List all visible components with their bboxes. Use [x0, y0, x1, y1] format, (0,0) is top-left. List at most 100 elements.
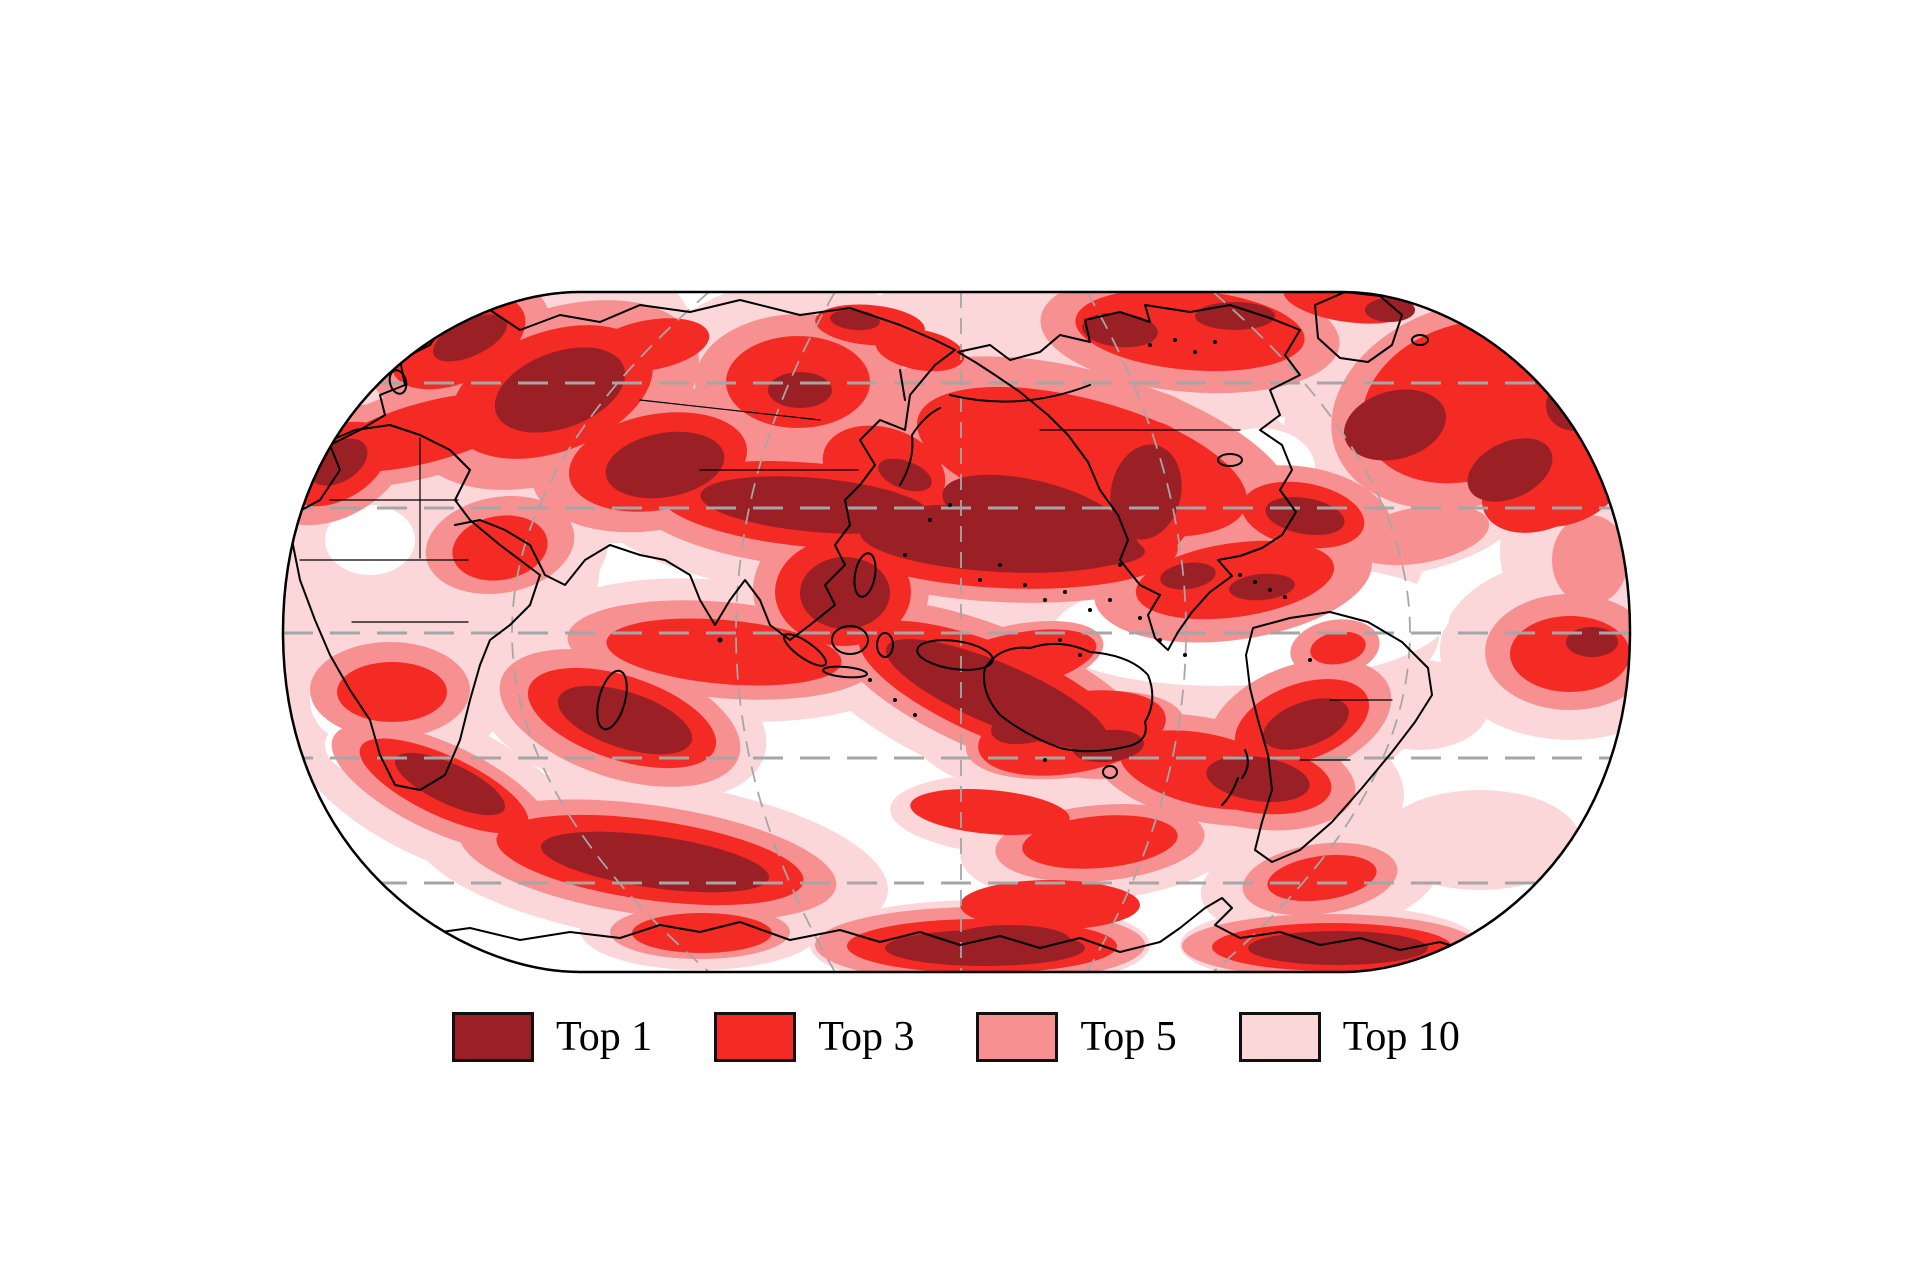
island-dot: [893, 698, 897, 702]
island-outline: [783, 633, 827, 667]
region-top1: [1467, 438, 1553, 502]
region-top3: [1510, 616, 1630, 692]
island-dot: [1308, 658, 1312, 662]
island-dot: [913, 713, 917, 717]
island-dot: [1023, 583, 1027, 587]
island-outline: [822, 665, 868, 679]
island-dot: [1253, 580, 1257, 584]
region-top3: [1310, 631, 1366, 665]
region-top1: [605, 431, 725, 499]
region-top1: [1005, 529, 1145, 567]
region-top1: [1082, 312, 1158, 348]
island-outline: [916, 639, 994, 671]
region-top1: [800, 557, 890, 629]
island-dot: [998, 563, 1002, 567]
region-top3: [1267, 854, 1377, 902]
coastline: [949, 384, 1091, 403]
region-top1: [1160, 562, 1216, 590]
coastline: [957, 304, 1301, 651]
island-dot: [1183, 653, 1187, 657]
island-outline: [596, 669, 628, 731]
island-dot: [978, 578, 982, 582]
region-top1: [1072, 729, 1144, 763]
map-outline: [281, 290, 1632, 974]
regions-top1-layer: [308, 298, 1624, 966]
region-top1: [432, 314, 508, 362]
region-top1: [494, 347, 626, 433]
island-dot: [868, 678, 872, 682]
legend-label-top1: Top 1: [556, 1014, 653, 1060]
coastline: [283, 299, 956, 641]
island-dot: [1088, 608, 1092, 612]
island-outline: [853, 552, 877, 598]
coastlines-layer: [283, 292, 1546, 959]
region-white: [325, 505, 415, 575]
meridian-gridline: [1212, 292, 1411, 972]
coastline: [899, 369, 906, 401]
coastline: [983, 642, 1154, 753]
region-top10: [1380, 790, 1580, 890]
island-outline: [831, 625, 869, 655]
island-dot: [903, 553, 907, 557]
region-top1: [1265, 496, 1345, 536]
island-dot: [1193, 350, 1197, 354]
legend-swatch-top5: [976, 1012, 1059, 1062]
legend-label-top5: Top 5: [1080, 1014, 1177, 1060]
legend-item-top10: Top 10: [1238, 1012, 1460, 1062]
island-dot: [1268, 588, 1272, 592]
region-top1: [557, 685, 693, 755]
region-top3: [1022, 815, 1178, 869]
island-outline: [388, 369, 408, 395]
coastline: [291, 424, 541, 791]
legend-item-top5: Top 5: [976, 1012, 1177, 1062]
island-dot: [1213, 340, 1217, 344]
legend-item-top3: Top 3: [714, 1012, 914, 1062]
region-top1: [768, 372, 832, 408]
region-top1: [541, 831, 769, 893]
legend-label-top3: Top 3: [818, 1014, 915, 1060]
region-top3: [452, 515, 548, 581]
legend-swatch-top3: [714, 1012, 797, 1062]
meridian-gridline: [1086, 292, 1187, 972]
legend-swatch-top1: [452, 1012, 534, 1062]
island-dot: [1058, 638, 1062, 642]
region-top1: [1248, 931, 1428, 965]
region-top5: [1552, 515, 1628, 605]
island-outline: [1411, 334, 1429, 346]
island-outline: [876, 632, 894, 658]
region-top3: [326, 392, 530, 472]
region-top1: [394, 752, 506, 816]
region-top3: [590, 318, 710, 372]
island-dot: [1108, 598, 1112, 602]
legend-item-top1: Top 1: [452, 1012, 652, 1062]
small-islands-layer: [717, 338, 1312, 762]
island-dot: [1238, 573, 1242, 577]
coastline: [419, 897, 1546, 959]
country-border: [1299, 699, 1393, 761]
map-legend: Top 1 Top 3 Top 5 Top 10: [452, 1012, 1522, 1062]
region-top1: [1229, 573, 1295, 601]
island-dot: [1173, 338, 1177, 342]
region-top1: [1263, 698, 1349, 750]
island-dot: [1043, 758, 1047, 762]
island-dot: [1138, 616, 1142, 620]
island-outline: [1217, 453, 1243, 467]
island-dot: [1063, 590, 1067, 594]
island-outline: [1102, 765, 1118, 779]
legend-swatch-top10: [1238, 1012, 1321, 1062]
island-dot: [717, 637, 723, 643]
coastline: [1221, 749, 1249, 806]
coastline: [1245, 611, 1433, 863]
meridian-gridline: [735, 292, 836, 972]
island-dot: [1158, 638, 1162, 642]
legend-label-top10: Top 10: [1342, 1014, 1460, 1060]
region-top3: [960, 880, 1140, 930]
region-top1: [1195, 302, 1275, 330]
meridian-gridline: [511, 292, 710, 972]
country-border: [639, 399, 859, 471]
island-dot: [948, 503, 952, 507]
region-top5: [1350, 504, 1490, 566]
graticule-gridlines: [283, 292, 1630, 972]
